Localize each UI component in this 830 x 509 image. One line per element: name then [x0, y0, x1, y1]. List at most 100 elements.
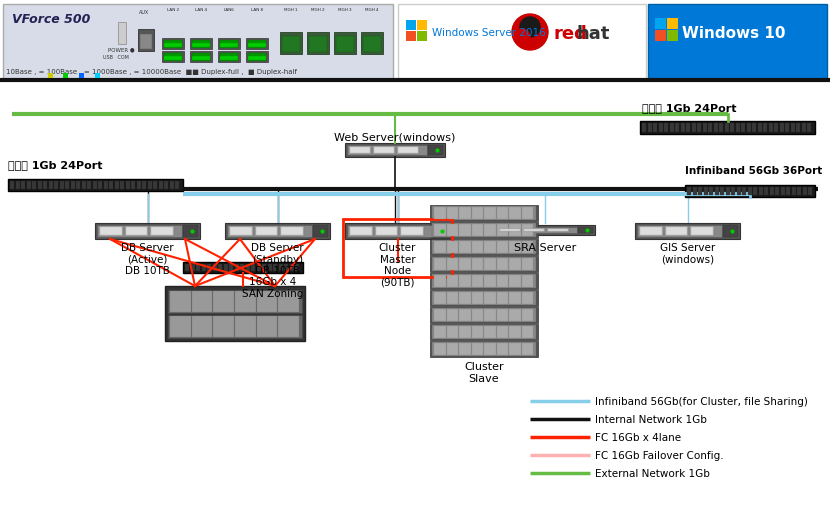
FancyBboxPatch shape: [8, 180, 183, 191]
FancyBboxPatch shape: [246, 39, 268, 50]
FancyBboxPatch shape: [753, 188, 757, 195]
FancyBboxPatch shape: [433, 225, 448, 238]
FancyBboxPatch shape: [361, 33, 383, 55]
FancyBboxPatch shape: [190, 39, 212, 50]
FancyBboxPatch shape: [723, 225, 738, 238]
FancyBboxPatch shape: [43, 182, 47, 190]
FancyBboxPatch shape: [509, 309, 520, 321]
FancyBboxPatch shape: [746, 124, 750, 133]
FancyBboxPatch shape: [432, 292, 536, 305]
FancyBboxPatch shape: [432, 223, 536, 238]
FancyBboxPatch shape: [164, 182, 168, 190]
FancyBboxPatch shape: [125, 228, 148, 236]
FancyBboxPatch shape: [459, 344, 471, 355]
FancyBboxPatch shape: [248, 44, 266, 48]
FancyBboxPatch shape: [345, 144, 445, 158]
Text: SRA Server: SRA Server: [514, 242, 576, 252]
FancyBboxPatch shape: [397, 147, 419, 155]
FancyBboxPatch shape: [790, 124, 794, 133]
FancyBboxPatch shape: [521, 242, 533, 253]
Circle shape: [512, 15, 548, 51]
FancyBboxPatch shape: [509, 224, 520, 237]
FancyBboxPatch shape: [280, 33, 302, 55]
FancyBboxPatch shape: [118, 23, 126, 45]
FancyBboxPatch shape: [471, 242, 483, 253]
FancyBboxPatch shape: [148, 182, 152, 190]
FancyBboxPatch shape: [495, 225, 595, 236]
FancyBboxPatch shape: [290, 265, 294, 271]
FancyBboxPatch shape: [220, 57, 238, 61]
FancyBboxPatch shape: [218, 265, 222, 271]
Text: red: red: [553, 25, 587, 43]
FancyBboxPatch shape: [334, 33, 356, 55]
FancyBboxPatch shape: [63, 74, 68, 79]
FancyBboxPatch shape: [484, 242, 496, 253]
FancyBboxPatch shape: [37, 182, 42, 190]
FancyBboxPatch shape: [347, 146, 427, 156]
FancyBboxPatch shape: [664, 124, 668, 133]
FancyBboxPatch shape: [779, 124, 784, 133]
FancyBboxPatch shape: [164, 54, 182, 62]
FancyBboxPatch shape: [752, 124, 756, 133]
FancyBboxPatch shape: [246, 52, 268, 63]
FancyBboxPatch shape: [248, 57, 266, 61]
FancyBboxPatch shape: [336, 37, 354, 53]
FancyBboxPatch shape: [417, 21, 427, 31]
FancyBboxPatch shape: [220, 54, 238, 62]
FancyBboxPatch shape: [376, 228, 398, 236]
FancyBboxPatch shape: [223, 265, 227, 271]
FancyBboxPatch shape: [309, 37, 327, 53]
FancyBboxPatch shape: [430, 291, 538, 306]
FancyBboxPatch shape: [653, 124, 657, 133]
FancyBboxPatch shape: [284, 265, 288, 271]
FancyBboxPatch shape: [229, 265, 233, 271]
FancyBboxPatch shape: [138, 30, 154, 52]
FancyBboxPatch shape: [430, 273, 538, 290]
FancyBboxPatch shape: [153, 182, 157, 190]
Text: DB Server
(Standby)
DB 10TB: DB Server (Standby) DB 10TB: [251, 242, 304, 276]
FancyBboxPatch shape: [692, 188, 696, 195]
FancyBboxPatch shape: [497, 228, 577, 234]
FancyBboxPatch shape: [496, 208, 508, 219]
FancyBboxPatch shape: [131, 182, 135, 190]
FancyBboxPatch shape: [374, 227, 398, 237]
FancyBboxPatch shape: [256, 317, 277, 337]
FancyBboxPatch shape: [10, 182, 14, 190]
FancyBboxPatch shape: [97, 225, 182, 238]
FancyBboxPatch shape: [731, 188, 735, 195]
FancyBboxPatch shape: [432, 258, 536, 271]
FancyBboxPatch shape: [81, 182, 85, 190]
FancyBboxPatch shape: [170, 292, 191, 313]
FancyBboxPatch shape: [459, 326, 471, 338]
FancyBboxPatch shape: [658, 124, 662, 133]
FancyBboxPatch shape: [71, 182, 75, 190]
FancyBboxPatch shape: [282, 37, 300, 53]
FancyBboxPatch shape: [430, 307, 538, 323]
FancyBboxPatch shape: [484, 224, 496, 237]
FancyBboxPatch shape: [345, 223, 450, 240]
Text: 16Gb x 4
SAN Zoning: 16Gb x 4 SAN Zoning: [242, 276, 304, 298]
FancyBboxPatch shape: [796, 124, 800, 133]
FancyBboxPatch shape: [32, 182, 36, 190]
FancyBboxPatch shape: [524, 230, 544, 232]
FancyBboxPatch shape: [459, 224, 471, 237]
FancyBboxPatch shape: [686, 124, 690, 133]
FancyBboxPatch shape: [374, 148, 394, 154]
FancyBboxPatch shape: [434, 259, 446, 270]
FancyBboxPatch shape: [256, 292, 277, 313]
FancyBboxPatch shape: [691, 124, 696, 133]
FancyBboxPatch shape: [400, 227, 424, 237]
FancyBboxPatch shape: [655, 19, 666, 30]
FancyBboxPatch shape: [313, 225, 328, 238]
FancyBboxPatch shape: [499, 229, 521, 233]
FancyBboxPatch shape: [434, 275, 446, 288]
FancyBboxPatch shape: [168, 316, 302, 338]
FancyBboxPatch shape: [235, 265, 238, 271]
FancyBboxPatch shape: [509, 275, 520, 288]
FancyBboxPatch shape: [142, 182, 146, 190]
FancyBboxPatch shape: [725, 188, 730, 195]
Text: Infiniband 56Gb(for Cluster, file Sharing): Infiniband 56Gb(for Cluster, file Sharin…: [595, 396, 808, 406]
FancyBboxPatch shape: [255, 227, 278, 237]
FancyBboxPatch shape: [21, 182, 25, 190]
FancyBboxPatch shape: [225, 223, 330, 240]
